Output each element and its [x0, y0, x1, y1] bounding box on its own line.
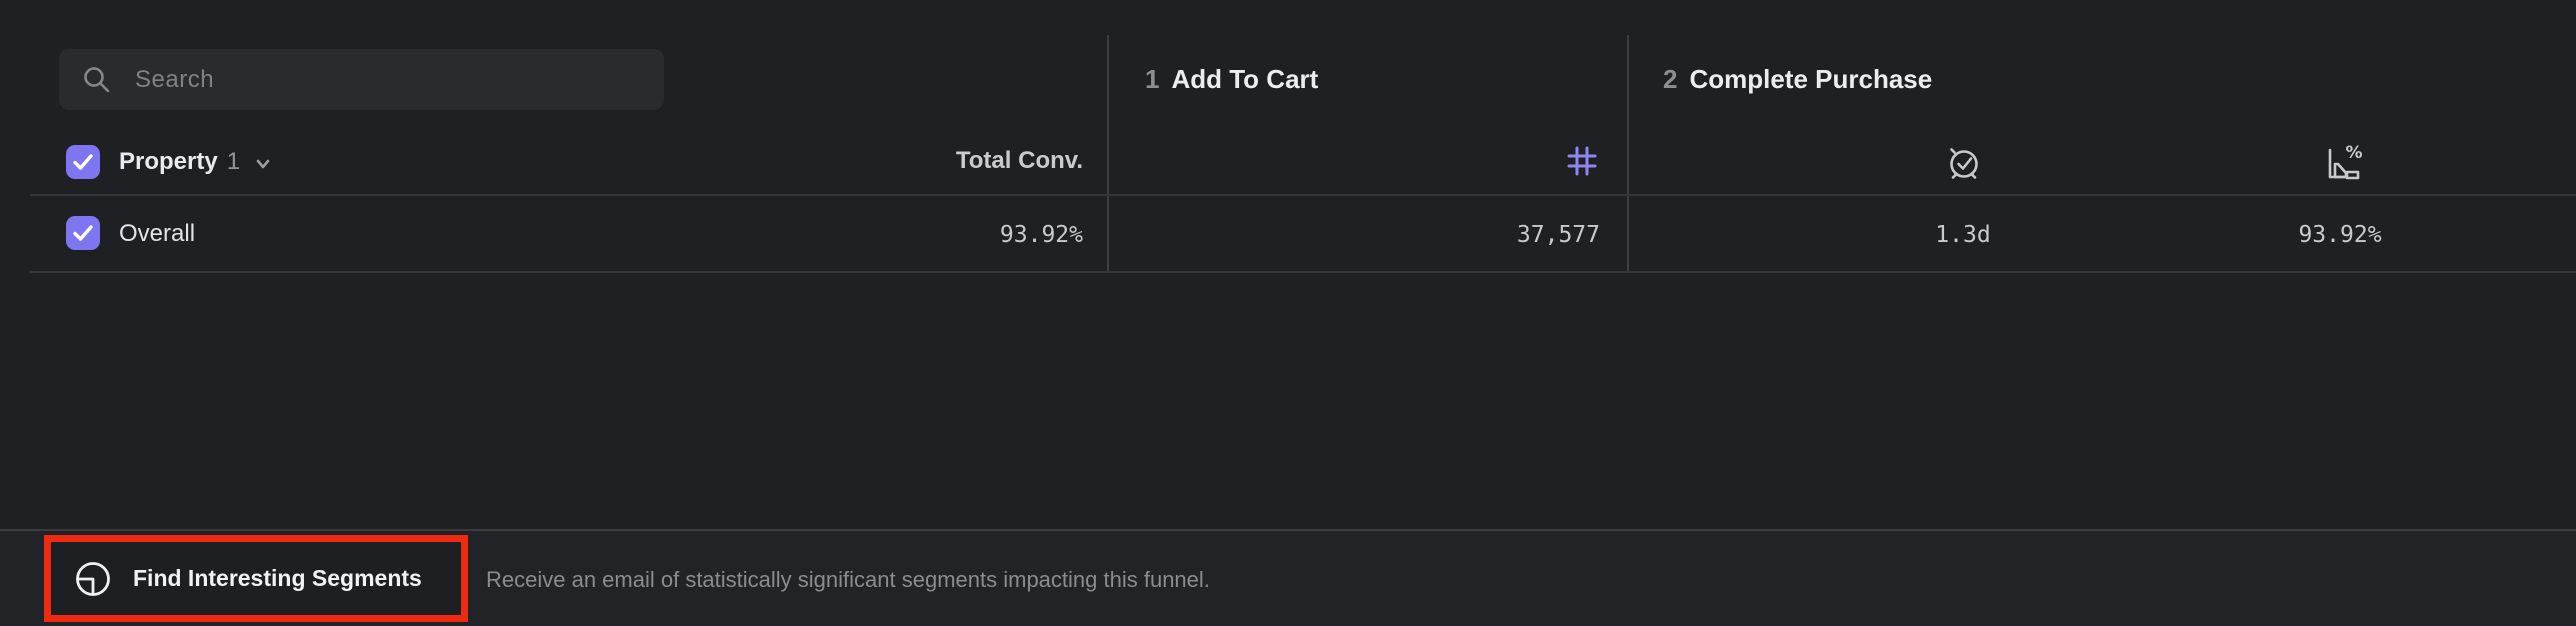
svg-text:%: % — [2345, 143, 2362, 163]
stopwatch-check-icon[interactable] — [1945, 143, 1983, 181]
step-label: Add To Cart — [1171, 64, 1319, 94]
cell-avg-time-to-convert: 1.3d — [1935, 222, 1991, 248]
column-divider — [1107, 35, 1109, 272]
check-icon — [73, 154, 93, 170]
conversion-chart-icon[interactable]: % — [2323, 143, 2363, 183]
search-input[interactable]: Search — [59, 49, 664, 110]
property-checkbox[interactable] — [66, 145, 100, 179]
row-border — [30, 271, 2576, 273]
property-breakdown-header[interactable]: Property 1 — [66, 144, 274, 180]
segments-description: Receive an email of statistically signif… — [486, 566, 1210, 592]
search-icon — [84, 66, 110, 92]
overall-row-checkbox[interactable] — [66, 216, 100, 250]
step-label: Complete Purchase — [1689, 64, 1933, 94]
property-index: 1 — [226, 148, 241, 175]
total-conv-column-header: Total Conv. — [955, 147, 1083, 174]
cell-conversion-rate: 93.92% — [2298, 222, 2382, 248]
chevron-down-icon[interactable] — [252, 153, 274, 175]
funnel-step-header-add-to-cart[interactable]: 1 Add To Cart — [1145, 63, 1318, 95]
segments-icon — [76, 561, 110, 596]
step-number: 2 — [1663, 64, 1678, 94]
cell-step1-count: 37,577 — [1516, 222, 1600, 248]
annotation-highlight-red-box: Find Interesting Segments — [44, 535, 468, 622]
segments-button-label: Find Interesting Segments — [133, 565, 422, 591]
cell-total-conversion: 93.92% — [999, 222, 1083, 248]
column-divider — [1627, 35, 1629, 272]
footer-bar: Find Interesting Segments Receive an ema… — [0, 529, 2576, 626]
search-placeholder: Search — [135, 65, 215, 93]
row-label-overall[interactable]: Overall — [119, 220, 196, 247]
find-interesting-segments-button[interactable]: Find Interesting Segments — [73, 559, 422, 599]
hash-icon[interactable] — [1564, 143, 1600, 179]
check-icon — [73, 225, 93, 241]
row-border — [30, 194, 2576, 196]
property-label: Property — [119, 148, 218, 175]
step-number: 1 — [1145, 64, 1160, 94]
funnel-step-header-complete-purchase[interactable]: 2 Complete Purchase — [1663, 63, 1932, 95]
